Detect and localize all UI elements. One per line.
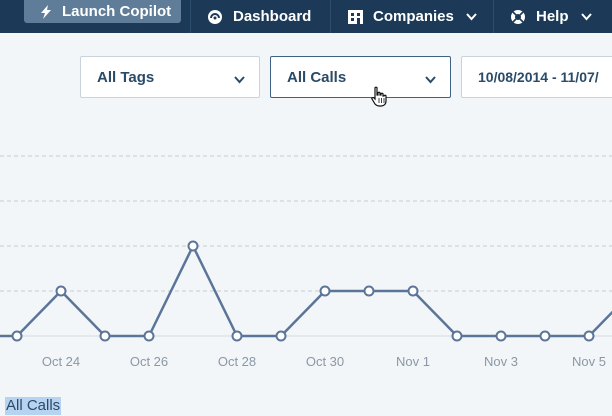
data-point <box>55 285 67 297</box>
data-point <box>143 330 155 342</box>
selected-series-label: All Calls <box>5 397 62 415</box>
chevron-down-icon <box>466 8 477 25</box>
series-line <box>0 244 612 338</box>
hand-cursor-icon <box>369 86 389 113</box>
dashboard-gauge-icon <box>207 9 223 25</box>
x-tick-label: Nov 5 <box>572 354 606 369</box>
chevron-down-icon <box>425 71 436 88</box>
data-point <box>187 240 199 252</box>
x-tick-label: Oct 26 <box>130 354 168 369</box>
nav-divider <box>190 0 191 33</box>
companies-nav-item[interactable]: Companies <box>348 0 477 33</box>
dashboard-nav-item[interactable]: Dashboard <box>207 0 311 33</box>
launch-copilot-button[interactable]: Launch Copilot <box>24 0 181 23</box>
companies-label: Companies <box>373 8 454 25</box>
chevron-down-icon <box>234 71 245 88</box>
data-point <box>11 330 23 342</box>
tags-filter-dropdown[interactable]: All Tags <box>80 56 260 98</box>
dashboard-label: Dashboard <box>233 8 312 25</box>
top-nav-bar: Launch Copilot Dashboard Companies Help <box>0 0 612 33</box>
nav-divider <box>493 0 494 33</box>
data-point <box>451 330 463 342</box>
data-point <box>363 285 375 297</box>
x-tick-label: Nov 3 <box>484 354 518 369</box>
data-point <box>275 330 287 342</box>
x-tick-label: Nov 1 <box>396 354 430 369</box>
building-icon <box>348 9 363 24</box>
calls-filter-value: All Calls <box>287 68 347 86</box>
data-point <box>583 330 595 342</box>
data-point <box>539 330 551 342</box>
help-label: Help <box>536 8 569 25</box>
calls-filter-dropdown[interactable]: All Calls <box>270 56 451 98</box>
tags-filter-value: All Tags <box>97 68 155 86</box>
data-point <box>407 285 419 297</box>
x-tick-label: Oct 24 <box>42 354 80 369</box>
data-point <box>99 330 111 342</box>
x-tick-label: Oct 28 <box>218 354 256 369</box>
chevron-down-icon <box>580 8 592 25</box>
date-range-picker[interactable]: 10/08/2014 - 11/07/ <box>461 56 612 98</box>
calls-line-chart: Oct 24 Oct 26 Oct 28 Oct 30 Nov 1 Nov 3 Nov 5 <box>0 155 612 369</box>
date-range-value: 10/08/2014 - 11/07/ <box>478 69 599 85</box>
launch-copilot-label: Launch Copilot <box>62 3 172 20</box>
help-nav-item[interactable]: Help <box>510 0 592 33</box>
data-point <box>495 330 507 342</box>
x-tick-label: Oct 30 <box>306 354 344 369</box>
nav-divider <box>330 0 331 33</box>
lightning-icon <box>40 4 52 19</box>
lifebuoy-icon <box>510 9 526 25</box>
data-point <box>319 285 331 297</box>
data-point <box>231 330 243 342</box>
